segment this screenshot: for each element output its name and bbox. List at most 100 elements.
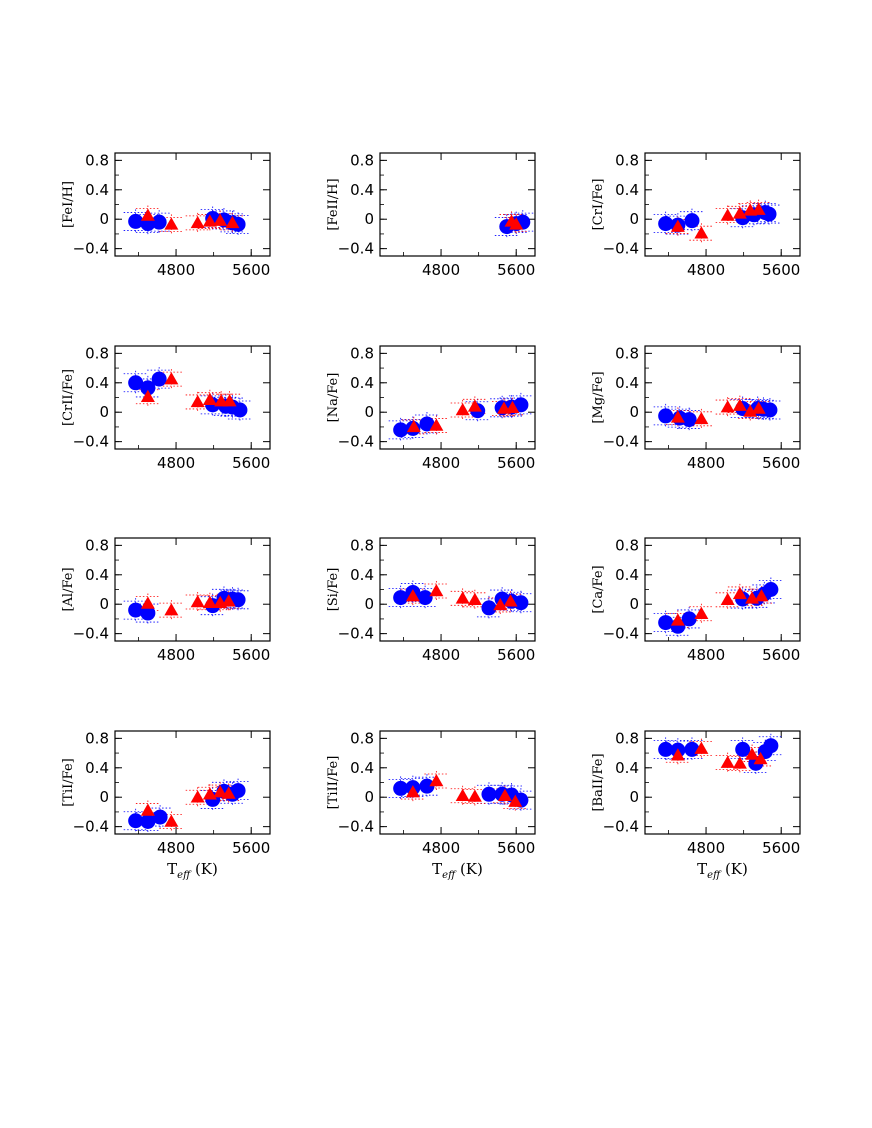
circle-point: [128, 602, 144, 618]
triangle-point: [505, 400, 520, 414]
circle-point: [681, 611, 697, 627]
xtick-label: 5600: [762, 261, 800, 279]
xtick-label: 5600: [232, 646, 270, 664]
ytick-label: 0: [364, 595, 374, 613]
ytick-label: 0.4: [615, 566, 639, 584]
triangle-point: [508, 794, 523, 807]
ytick-label: 0.4: [350, 181, 374, 199]
ytick-label: 0.8: [85, 344, 109, 362]
ylabel: [FeI/H]: [61, 181, 76, 228]
triangle-point: [670, 613, 685, 626]
circle-point: [417, 590, 433, 606]
ytick-label: 0.8: [350, 536, 374, 554]
triangle-point: [720, 755, 735, 768]
ytick-label: 0.4: [85, 181, 109, 199]
triangle-point: [467, 789, 482, 802]
circle-point: [151, 214, 167, 230]
ytick-label: 0.8: [615, 729, 639, 747]
circle-point: [151, 371, 167, 387]
triangle-point: [222, 394, 237, 407]
ytick-label: 0: [629, 210, 639, 228]
triangle-point: [164, 814, 179, 827]
ytick-label: 0.4: [615, 181, 639, 199]
triangle-point: [455, 788, 470, 801]
circle-point: [393, 590, 409, 606]
ytick-label: 0: [99, 210, 109, 228]
xtick-label: 4800: [157, 454, 195, 472]
triangle-point: [720, 400, 735, 413]
circle-point: [735, 741, 751, 757]
ytick-label: 0.4: [85, 759, 109, 777]
triangle-point: [732, 398, 747, 411]
triangle-point: [467, 399, 482, 412]
circle-point: [681, 412, 697, 428]
triangle-point: [732, 586, 747, 600]
circle-point: [230, 592, 246, 608]
triangle-point: [405, 785, 420, 798]
panel-5: 0.8 0.4 0 −0.4 4800 5600 [Mg/Fe]: [591, 344, 801, 472]
triangle-point: [745, 747, 760, 760]
panel-7: 0.8 0.4 0 −0.4 4800 5600 [Si/Fe]: [326, 536, 536, 664]
circle-point: [128, 813, 144, 829]
triangle-point: [213, 213, 228, 226]
triangle-point: [164, 372, 179, 385]
axes-frame: [644, 152, 801, 257]
triangle-point: [164, 217, 179, 230]
ytick-label: 0: [629, 788, 639, 806]
circle-point: [140, 380, 156, 396]
triangle-point: [429, 418, 444, 431]
triangle-point: [429, 774, 444, 787]
xtick-label: 5600: [497, 261, 535, 279]
triangle-point: [221, 786, 236, 799]
ytick-label: 0.8: [85, 729, 109, 747]
circle-point: [761, 206, 777, 222]
ytick-label: −0.4: [603, 433, 639, 451]
ylabel: [BaII/Fe]: [591, 753, 606, 811]
ytick-label: −0.4: [73, 818, 109, 836]
panel-4: 0.8 0.4 0 −0.4 4800 5600 [Na/Fe]: [326, 344, 536, 472]
ytick-label: 0: [99, 403, 109, 421]
circle-point: [481, 786, 497, 802]
circle-point: [658, 408, 674, 424]
circle-point: [140, 813, 156, 829]
ylabel: [FeII/H]: [326, 178, 341, 230]
triangle-point: [497, 788, 512, 801]
triangle-point: [670, 748, 685, 761]
circle-point: [762, 402, 778, 418]
xlabel: Teff (K): [697, 860, 748, 881]
ylabel: [CrI/Fe]: [591, 179, 606, 231]
triangle-point: [751, 202, 766, 215]
triangle-point: [720, 208, 735, 221]
triangle-point: [190, 790, 205, 803]
panel-6: 0.8 0.4 0 −0.4 4800 5600 [Al/Fe]: [61, 536, 271, 664]
xlabel: Teff (K): [167, 860, 218, 881]
triangle-point: [455, 403, 470, 416]
xtick-label: 5600: [762, 839, 800, 857]
ytick-label: 0.8: [350, 729, 374, 747]
triangle-point: [720, 592, 735, 606]
ytick-label: 0.8: [350, 151, 374, 169]
ytick-label: −0.4: [73, 625, 109, 643]
triangle-point: [670, 410, 685, 423]
panel-1: 0.8 0.4 0 −0.4 4800 5600 [FeII/H]: [326, 151, 536, 279]
ylabel: [TiI/Fe]: [61, 758, 76, 807]
circle-point: [513, 595, 529, 611]
triangle-point: [140, 803, 155, 816]
axes-frame: [644, 345, 801, 450]
ytick-label: 0.8: [615, 151, 639, 169]
triangle-point: [493, 597, 508, 611]
triangle-point: [190, 215, 205, 229]
triangle-point: [202, 787, 217, 800]
circle-point: [419, 778, 435, 794]
ytick-label: −0.4: [338, 818, 374, 836]
circle-point: [658, 615, 674, 631]
axes-frame: [114, 537, 271, 642]
triangle-point: [405, 589, 420, 602]
xtick-label: 5600: [762, 454, 800, 472]
triangle-point: [751, 401, 766, 414]
circle-point: [393, 780, 409, 796]
ytick-label: 0.4: [615, 759, 639, 777]
xtick-label: 4800: [687, 839, 725, 857]
ylabel: [Si/Fe]: [326, 568, 341, 612]
